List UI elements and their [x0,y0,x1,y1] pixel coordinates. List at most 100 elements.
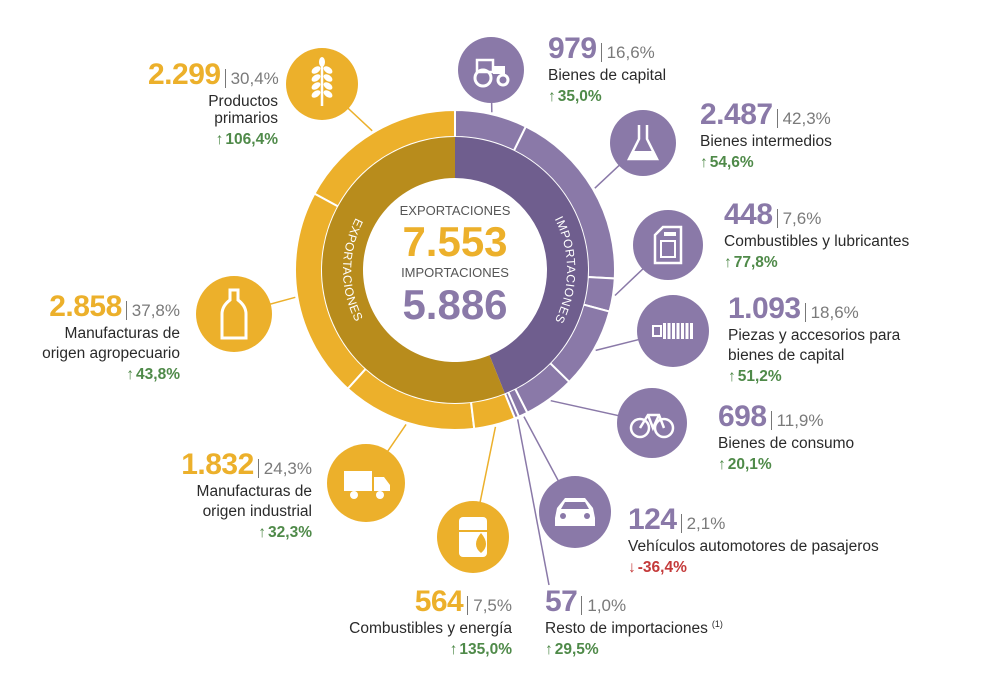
change-text: -36,4% [637,559,687,577]
value-row: 2.299 30,4% [148,58,279,91]
import-label-5: 124 2,1% Vehículos automotores de pasajero… [628,503,879,576]
value-text: 979 [548,32,597,65]
arrow-up-icon: ↑ [718,456,726,474]
value-text: 698 [718,400,767,433]
arrow-up-icon: ↑ [215,131,224,149]
value-row: 2.487 42,3% [700,98,832,131]
arrow-up-icon: ↑ [700,154,708,172]
change-text: 32,3% [268,524,312,542]
change-indicator: ↑ 51,2% [728,368,900,385]
import-label-1: 2.487 42,3% Bienes intermedios ↑ 54,6% [700,98,832,171]
change-text: 135,0% [459,641,512,659]
category-name: Bienes de capital [548,67,667,84]
center-exports-total: 7.553 [402,218,508,265]
category-name: bienes de capital [728,347,845,365]
change-text: 51,2% [737,368,782,386]
exports-inner-band [322,137,505,403]
wheat-icon [286,48,358,120]
jerrycan-icon [633,210,703,280]
value-row: 2.858 37,8% [20,290,180,323]
change-indicator: ↑ 43,8% [20,366,180,383]
arrow-up-icon: ↑ [126,366,135,384]
change-text: 54,6% [709,154,754,172]
oil-barrel-icon [437,501,509,573]
share-text: 30,4% [224,69,279,88]
value-text: 2.487 [700,98,773,131]
bolt-icon [637,295,709,367]
category-name: Bienes de consumo [718,435,855,452]
change-indicator: ↑ 135,0% [340,641,512,658]
change-indicator: ↑ 106,4% [148,131,278,148]
share-text: 24,3% [257,459,312,478]
center-exports-label: EXPORTACIONES [399,203,511,218]
category-name: Resto de importaciones (1) [545,619,723,638]
footnote-marker: (1) [711,619,723,629]
arrow-up-icon: ↑ [548,88,556,106]
export-label-3: 564 7,5% Combustibles y energía ↑ 135,0% [340,585,512,658]
change-indicator: ↑ 20,1% [718,456,854,473]
change-indicator: ↑ 77,8% [724,254,909,271]
change-text: 29,5% [554,641,599,659]
arrow-up-icon: ↑ [258,524,267,542]
arrow-down-icon: ↓ [628,559,636,577]
bottle-icon [196,276,272,352]
change-text: 35,0% [557,88,602,106]
category-name: Combustibles y energía [349,620,512,637]
value-row: 124 2,1% [628,503,879,536]
value-text: 448 [724,198,773,231]
share-text: 42,3% [776,109,831,128]
share-text: 7,5% [467,596,512,615]
value-row: 1.093 18,6% [728,292,900,325]
category-name: Piezas y accesorios para [728,327,901,344]
category-name: Bienes intermedios [700,133,832,150]
category-name: Vehículos automotores de pasajeros [628,538,879,555]
category-name: Combustibles y lubricantes [724,233,910,250]
tractor-icon [458,37,524,103]
import-label-0: 979 16,6% Bienes de capital ↑ 35,0% [548,32,666,105]
category-icons [196,37,709,573]
category-name: origen agropecuario [42,345,180,363]
import-label-2: 448 7,6% Combustibles y lubricantes ↑ 77,8% [724,198,909,271]
value-row: 448 7,6% [724,198,909,231]
change-indicator: ↑ 54,6% [700,154,832,171]
change-text: 77,8% [733,254,778,272]
change-indicator: ↑ 32,3% [180,524,312,541]
category-name: Manufacturas de [64,325,180,342]
share-text: 11,9% [770,411,824,430]
value-text: 57 [545,585,578,618]
value-row: 1.832 24,3% [180,448,312,481]
share-text: 1,0% [581,596,627,615]
change-text: 43,8% [136,366,180,384]
share-text: 16,6% [600,43,655,62]
value-text: 1.093 [728,292,801,325]
car-icon [539,476,611,548]
change-indicator: ↓ -36,4% [628,559,879,576]
arrow-up-icon: ↑ [724,254,732,272]
donut-ring [294,108,616,431]
bicycle-icon [617,388,687,458]
share-text: 7,6% [776,209,822,228]
value-text: 2.299 [148,58,221,91]
export-label-2: 1.832 24,3% Manufacturas de origen industri… [180,448,312,541]
share-text: 2,1% [680,514,726,533]
center-imports-total: 5.886 [402,281,508,328]
change-indicator: ↑ 29,5% [545,641,723,658]
arrow-up-icon: ↑ [449,641,458,659]
value-row: 698 11,9% [718,400,854,433]
arrow-up-icon: ↑ [545,641,553,659]
change-indicator: ↑ 35,0% [548,88,666,105]
value-text: 564 [414,585,464,618]
share-text: 37,8% [125,301,180,320]
truck-icon [327,444,405,522]
export-label-1: 2.858 37,8% Manufacturas de origen agropecu… [20,290,180,383]
import-label-4: 698 11,9% Bienes de consumo ↑ 20,1% [718,400,854,473]
value-row: 57 1,0% [545,585,723,618]
import-connector-6 [516,419,550,586]
value-text: 124 [628,503,677,536]
imports-inner-band [455,137,589,394]
category-name: origen industrial [202,503,312,521]
value-row: 979 16,6% [548,32,666,65]
share-text: 18,6% [804,303,859,322]
